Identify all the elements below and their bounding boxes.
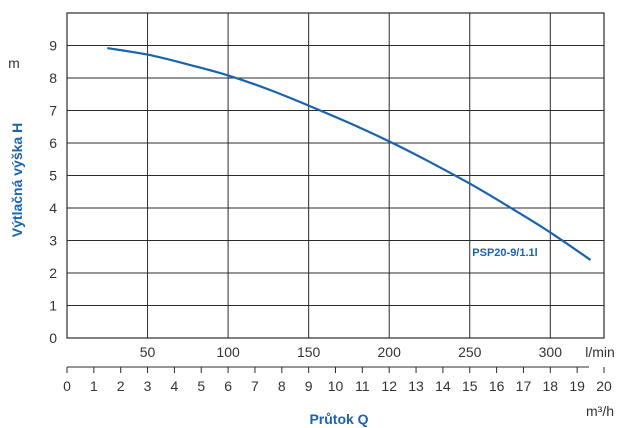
x-tick-label-m3h: 15 bbox=[462, 378, 478, 394]
x-tick-label-m3h: 4 bbox=[171, 378, 179, 394]
x-tick-label-m3h: 11 bbox=[355, 378, 370, 394]
x-tick-label-m3h: 9 bbox=[305, 378, 313, 394]
x-tick-label-m3h: 5 bbox=[197, 378, 205, 394]
y-axis-title: Výtlačná výška H bbox=[9, 123, 25, 237]
x-tick-label-lmin: 200 bbox=[378, 344, 402, 360]
x-tick-label-m3h: 18 bbox=[543, 378, 559, 394]
x-tick-label-m3h: 16 bbox=[489, 378, 505, 394]
x-tick-label-m3h: 7 bbox=[251, 378, 259, 394]
x-tick-label-m3h: 13 bbox=[408, 378, 424, 394]
x-tick-label-m3h: 3 bbox=[144, 378, 152, 394]
y-tick-label: 9 bbox=[49, 38, 57, 54]
x-tick-label-lmin: 150 bbox=[297, 344, 321, 360]
x-tick-label-lmin: 300 bbox=[539, 344, 563, 360]
x-tick-label-m3h: 19 bbox=[569, 378, 585, 394]
x-tick-label-m3h: 17 bbox=[516, 378, 532, 394]
y-tick-label: 5 bbox=[49, 168, 57, 184]
series-line-0 bbox=[107, 47, 592, 261]
x-tick-label-m3h: 2 bbox=[117, 378, 125, 394]
x-tick-label-m3h: 14 bbox=[435, 378, 451, 394]
x-tick-label-m3h: 8 bbox=[278, 378, 286, 394]
x-axis-title: Průtok Q bbox=[309, 411, 368, 427]
series-label: PSP20-9/1.1l bbox=[472, 247, 537, 259]
y-tick-label: 7 bbox=[49, 103, 57, 119]
plot-frame bbox=[66, 12, 605, 339]
x-tick-label-lmin: 100 bbox=[216, 344, 240, 360]
x-tick-label-lmin: 50 bbox=[140, 344, 156, 360]
x-tick-label-m3h: 6 bbox=[224, 378, 232, 394]
y-tick-label: 8 bbox=[49, 70, 57, 86]
y-tick-label: 4 bbox=[49, 200, 57, 216]
grid-layer bbox=[66, 12, 605, 373]
y-tick-label: 0 bbox=[49, 330, 57, 346]
x-tick-label-m3h: 10 bbox=[328, 378, 344, 394]
y-axis-unit: m bbox=[8, 55, 20, 71]
x-axis-unit-lmin: l/min bbox=[585, 344, 615, 360]
series-layer bbox=[107, 47, 592, 261]
x-tick-label-lmin: 250 bbox=[458, 344, 482, 360]
x-tick-label-m3h: 0 bbox=[63, 378, 71, 394]
x-tick-label-m3h: 20 bbox=[596, 378, 612, 394]
y-tick-label: 6 bbox=[49, 135, 57, 151]
x-axis-unit-m3h: m³/h bbox=[586, 403, 614, 419]
x-tick-label-m3h: 12 bbox=[381, 378, 397, 394]
y-tick-label: 2 bbox=[49, 265, 57, 281]
x-tick-label-m3h: 1 bbox=[90, 378, 98, 394]
y-tick-label: 3 bbox=[49, 233, 57, 249]
y-tick-label: 1 bbox=[49, 298, 57, 314]
